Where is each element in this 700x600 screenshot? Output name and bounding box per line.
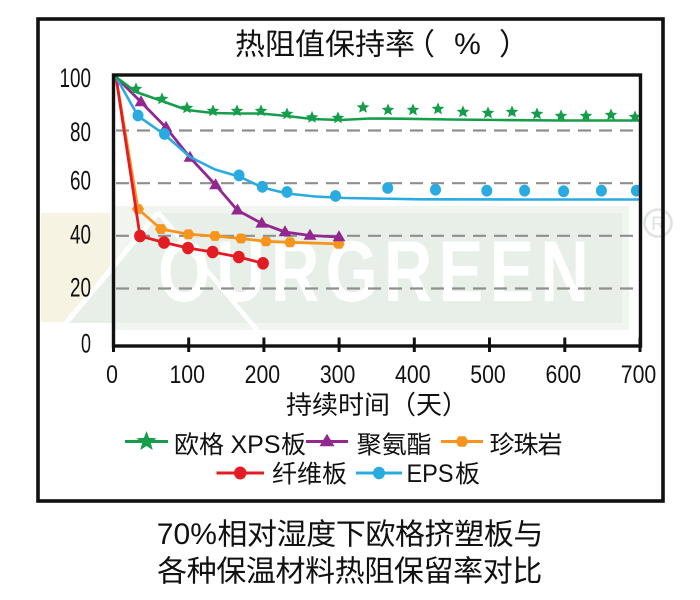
- svg-text:200: 200: [245, 361, 281, 389]
- svg-text:100: 100: [169, 361, 205, 389]
- svg-text:60: 60: [70, 166, 91, 196]
- svg-text:500: 500: [470, 361, 506, 389]
- svg-text:70: 70: [157, 518, 190, 551]
- svg-text:EPS: EPS: [407, 460, 454, 488]
- svg-text:700: 700: [621, 361, 657, 389]
- svg-text:0: 0: [81, 329, 91, 359]
- svg-text:XPS: XPS: [231, 431, 281, 459]
- svg-text:80: 80: [70, 117, 91, 147]
- svg-text:600: 600: [546, 361, 582, 389]
- svg-text:400: 400: [395, 361, 431, 389]
- svg-text:%: %: [190, 518, 217, 551]
- svg-text:20: 20: [70, 273, 91, 303]
- svg-text:0: 0: [106, 361, 118, 389]
- svg-text:%: %: [454, 28, 481, 61]
- svg-text:OURGREEN: OURGREEN: [158, 224, 595, 320]
- svg-text:300: 300: [320, 361, 356, 389]
- svg-text:40: 40: [70, 220, 91, 250]
- svg-text:100: 100: [60, 63, 92, 93]
